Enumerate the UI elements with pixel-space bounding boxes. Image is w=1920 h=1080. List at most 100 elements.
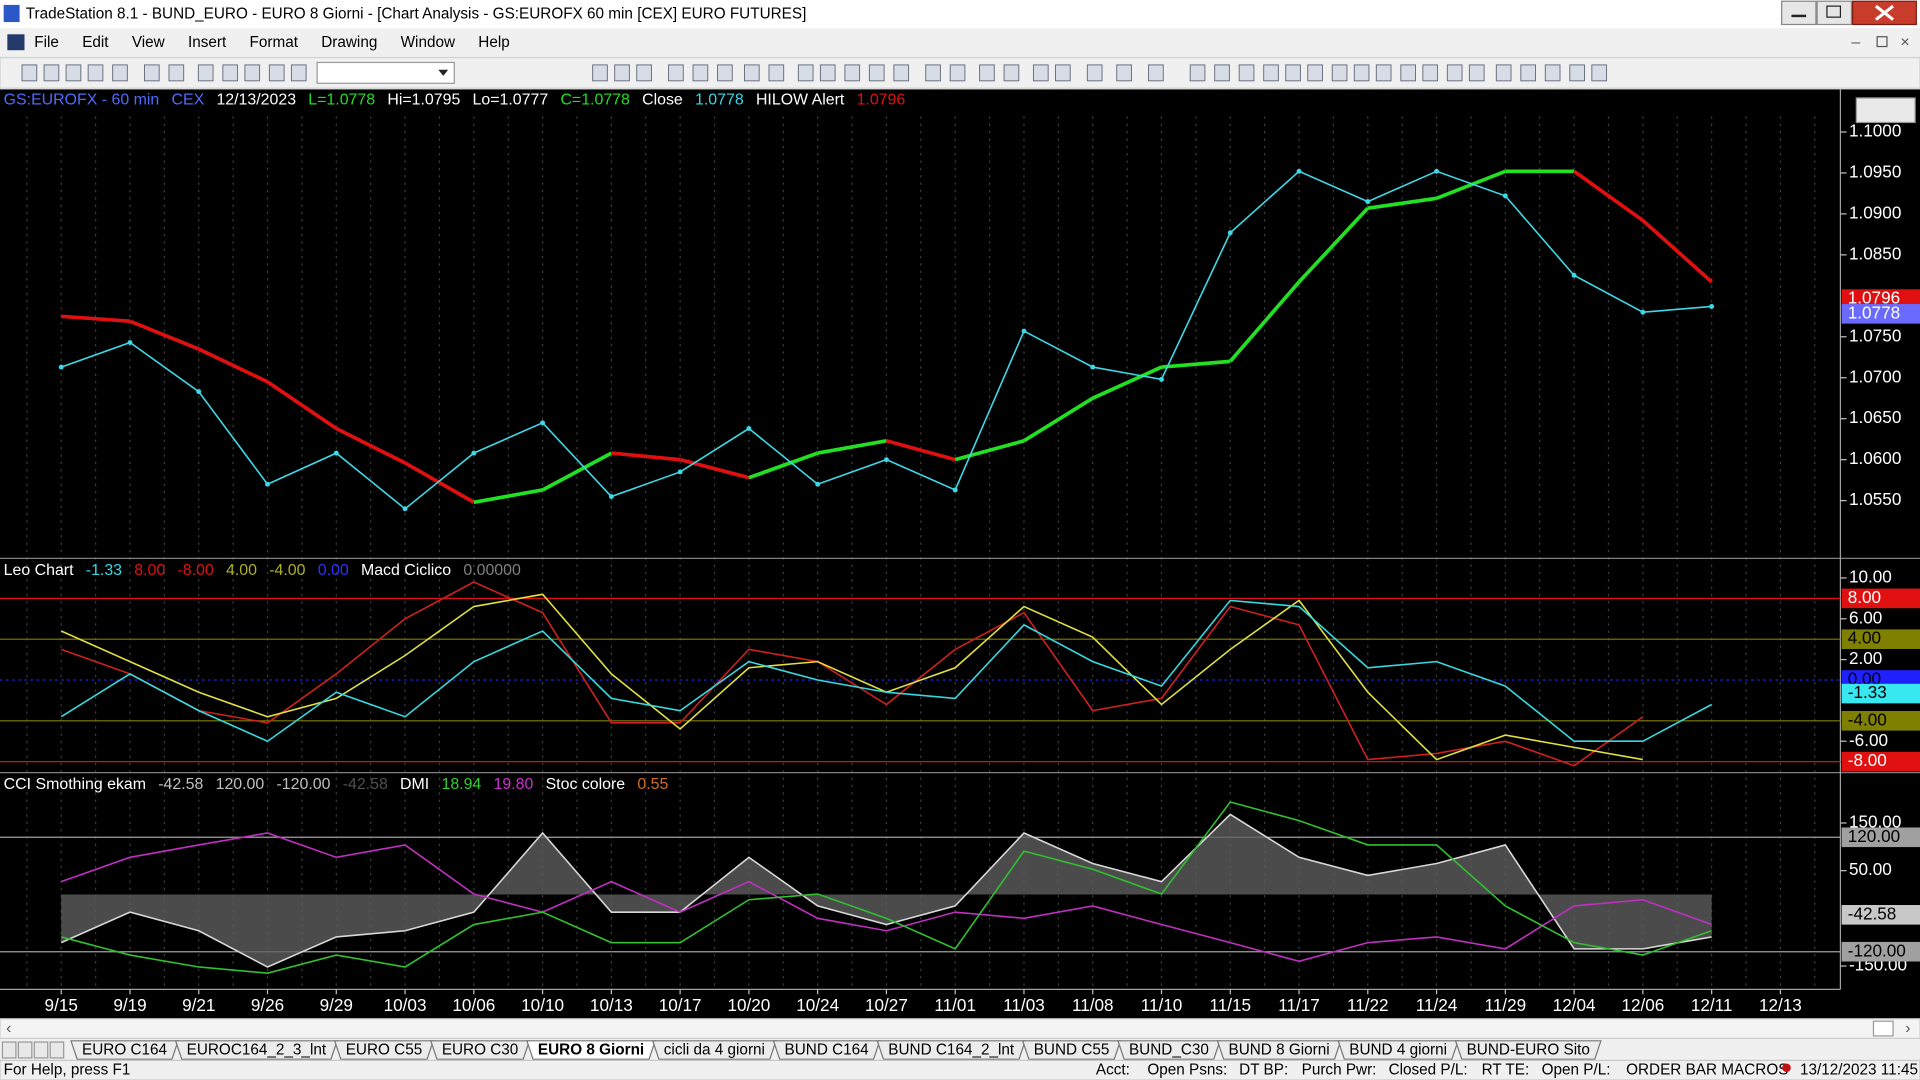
tab-label[interactable]: BUND 4 giorni: [1349, 1042, 1447, 1059]
toolbar-icon[interactable]: [768, 64, 785, 82]
scrollbar[interactable]: [0, 1018, 1920, 1039]
menu-item[interactable]: View: [132, 34, 166, 51]
menu-item[interactable]: Window: [401, 34, 456, 51]
menu-item[interactable]: File: [34, 34, 59, 51]
menu-item[interactable]: Insert: [188, 34, 227, 51]
toolbar-icon[interactable]: [222, 64, 239, 82]
toolbar-icon[interactable]: [1285, 64, 1301, 82]
tab-nav-button[interactable]: [1, 1041, 17, 1059]
tab[interactable]: [1021, 1040, 1122, 1060]
tab-label[interactable]: BUND C164: [785, 1042, 870, 1059]
toolbar-icon[interactable]: [197, 64, 214, 82]
toolbar-icon[interactable]: [819, 64, 836, 82]
tab-label[interactable]: EURO C55: [346, 1042, 423, 1059]
toolbar-icon[interactable]: [1032, 64, 1049, 82]
toolbar-icon[interactable]: [1003, 64, 1020, 82]
tab[interactable]: [1216, 1040, 1342, 1060]
toolbar-icon[interactable]: [1238, 64, 1255, 82]
toolbar-icon[interactable]: [168, 64, 185, 82]
tab-label[interactable]: BUND 8 Giorni: [1229, 1042, 1330, 1059]
tab[interactable]: [651, 1040, 777, 1060]
tab[interactable]: [526, 1040, 657, 1060]
scroll-right[interactable]: ›: [1905, 1020, 1910, 1037]
tab[interactable]: [772, 1040, 881, 1060]
toolbar-icon[interactable]: [592, 64, 608, 82]
toolbar-icon[interactable]: [1468, 64, 1485, 82]
toolbar-icon[interactable]: [1214, 64, 1230, 82]
tab-label[interactable]: BUND-EURO Sito: [1467, 1042, 1590, 1059]
scroll-thumb[interactable]: [1872, 1020, 1894, 1037]
tab-label[interactable]: BUND C164_2_lnt: [888, 1042, 1015, 1059]
toolbar-icon[interactable]: [1086, 64, 1103, 82]
toolbar-icon[interactable]: [614, 64, 630, 82]
toolbar-icon[interactable]: [290, 64, 307, 82]
tab[interactable]: [1454, 1040, 1602, 1060]
tab[interactable]: [876, 1040, 1027, 1060]
tab-label[interactable]: EURO C164: [82, 1042, 168, 1059]
toolbar-icon[interactable]: [1569, 64, 1585, 82]
toolbar-icon[interactable]: [1055, 64, 1071, 82]
tab-nav-button[interactable]: [49, 1041, 65, 1059]
toolbar-icon[interactable]: [893, 64, 910, 82]
toolbar-icon[interactable]: [1400, 64, 1416, 82]
toolbar-icon[interactable]: [1263, 64, 1279, 82]
minimize-button[interactable]: [1781, 0, 1817, 26]
toolbar-icon[interactable]: [112, 64, 128, 82]
tab[interactable]: [333, 1040, 435, 1060]
scroll-left[interactable]: ‹: [6, 1020, 11, 1037]
toolbar-icon[interactable]: [1353, 64, 1370, 82]
toolbar-icon[interactable]: [1375, 64, 1392, 82]
tab-label[interactable]: BUND C55: [1034, 1042, 1110, 1059]
toolbar-combo[interactable]: [316, 61, 455, 84]
toolbar-icon[interactable]: [925, 64, 941, 82]
toolbar-icon[interactable]: [797, 64, 814, 82]
tab-label[interactable]: EURO 8 Giorni: [538, 1042, 644, 1059]
toolbar-icon[interactable]: [744, 64, 760, 82]
toolbar-icon[interactable]: [1331, 64, 1348, 82]
toolbar-icon[interactable]: [1544, 64, 1561, 82]
tab[interactable]: [70, 1040, 179, 1060]
menu-item[interactable]: Format: [250, 34, 299, 51]
toolbar-icon[interactable]: [979, 64, 995, 82]
restore-button[interactable]: [1816, 0, 1853, 26]
menu-item[interactable]: Help: [478, 34, 509, 51]
toolbar-icon[interactable]: [1189, 64, 1206, 82]
toolbar-icon[interactable]: [1591, 64, 1608, 82]
menu-item[interactable]: Edit: [82, 34, 109, 51]
toolbar-icon[interactable]: [692, 64, 709, 82]
toolbar-icon[interactable]: [65, 64, 82, 82]
tab[interactable]: [429, 1040, 531, 1060]
toolbar-icon[interactable]: [1148, 64, 1164, 82]
child-restore[interactable]: [1876, 36, 1888, 48]
toolbar-icon[interactable]: [868, 64, 885, 82]
toolbar-icon[interactable]: [668, 64, 684, 82]
toolbar-icon[interactable]: [1446, 64, 1463, 82]
tab-nav-button[interactable]: [33, 1041, 49, 1059]
toolbar-icon[interactable]: [1307, 64, 1323, 82]
toolbar-icon[interactable]: [43, 64, 60, 82]
tab-label[interactable]: cicli da 4 giorni: [664, 1042, 765, 1059]
chart-window-buttons[interactable]: [1855, 97, 1916, 124]
toolbar-icon[interactable]: [244, 64, 261, 82]
toolbar-icon[interactable]: [21, 64, 38, 82]
tab[interactable]: [1337, 1040, 1459, 1060]
toolbar-icon[interactable]: [844, 64, 861, 82]
child-minimize[interactable]: –: [1851, 34, 1860, 51]
toolbar-icon[interactable]: [144, 64, 160, 82]
child-close[interactable]: ×: [1900, 34, 1909, 51]
toolbar-icon[interactable]: [268, 64, 285, 82]
toolbar-icon[interactable]: [87, 64, 104, 82]
tab[interactable]: [1117, 1040, 1221, 1060]
tab-label[interactable]: BUND_C30: [1129, 1042, 1209, 1059]
toolbar-icon[interactable]: [1422, 64, 1439, 82]
menu-item[interactable]: Drawing: [321, 34, 377, 51]
toolbar-icon[interactable]: [1520, 64, 1536, 82]
toolbar-icon[interactable]: [949, 64, 966, 82]
toolbar-icon[interactable]: [1116, 64, 1132, 82]
toolbar-icon[interactable]: [636, 64, 652, 82]
tab-nav-button[interactable]: [17, 1041, 33, 1059]
toolbar-icon[interactable]: [1495, 64, 1512, 82]
toolbar-icon[interactable]: [717, 64, 733, 82]
tab-label[interactable]: EURO C30: [442, 1042, 519, 1059]
tab[interactable]: [174, 1040, 338, 1060]
